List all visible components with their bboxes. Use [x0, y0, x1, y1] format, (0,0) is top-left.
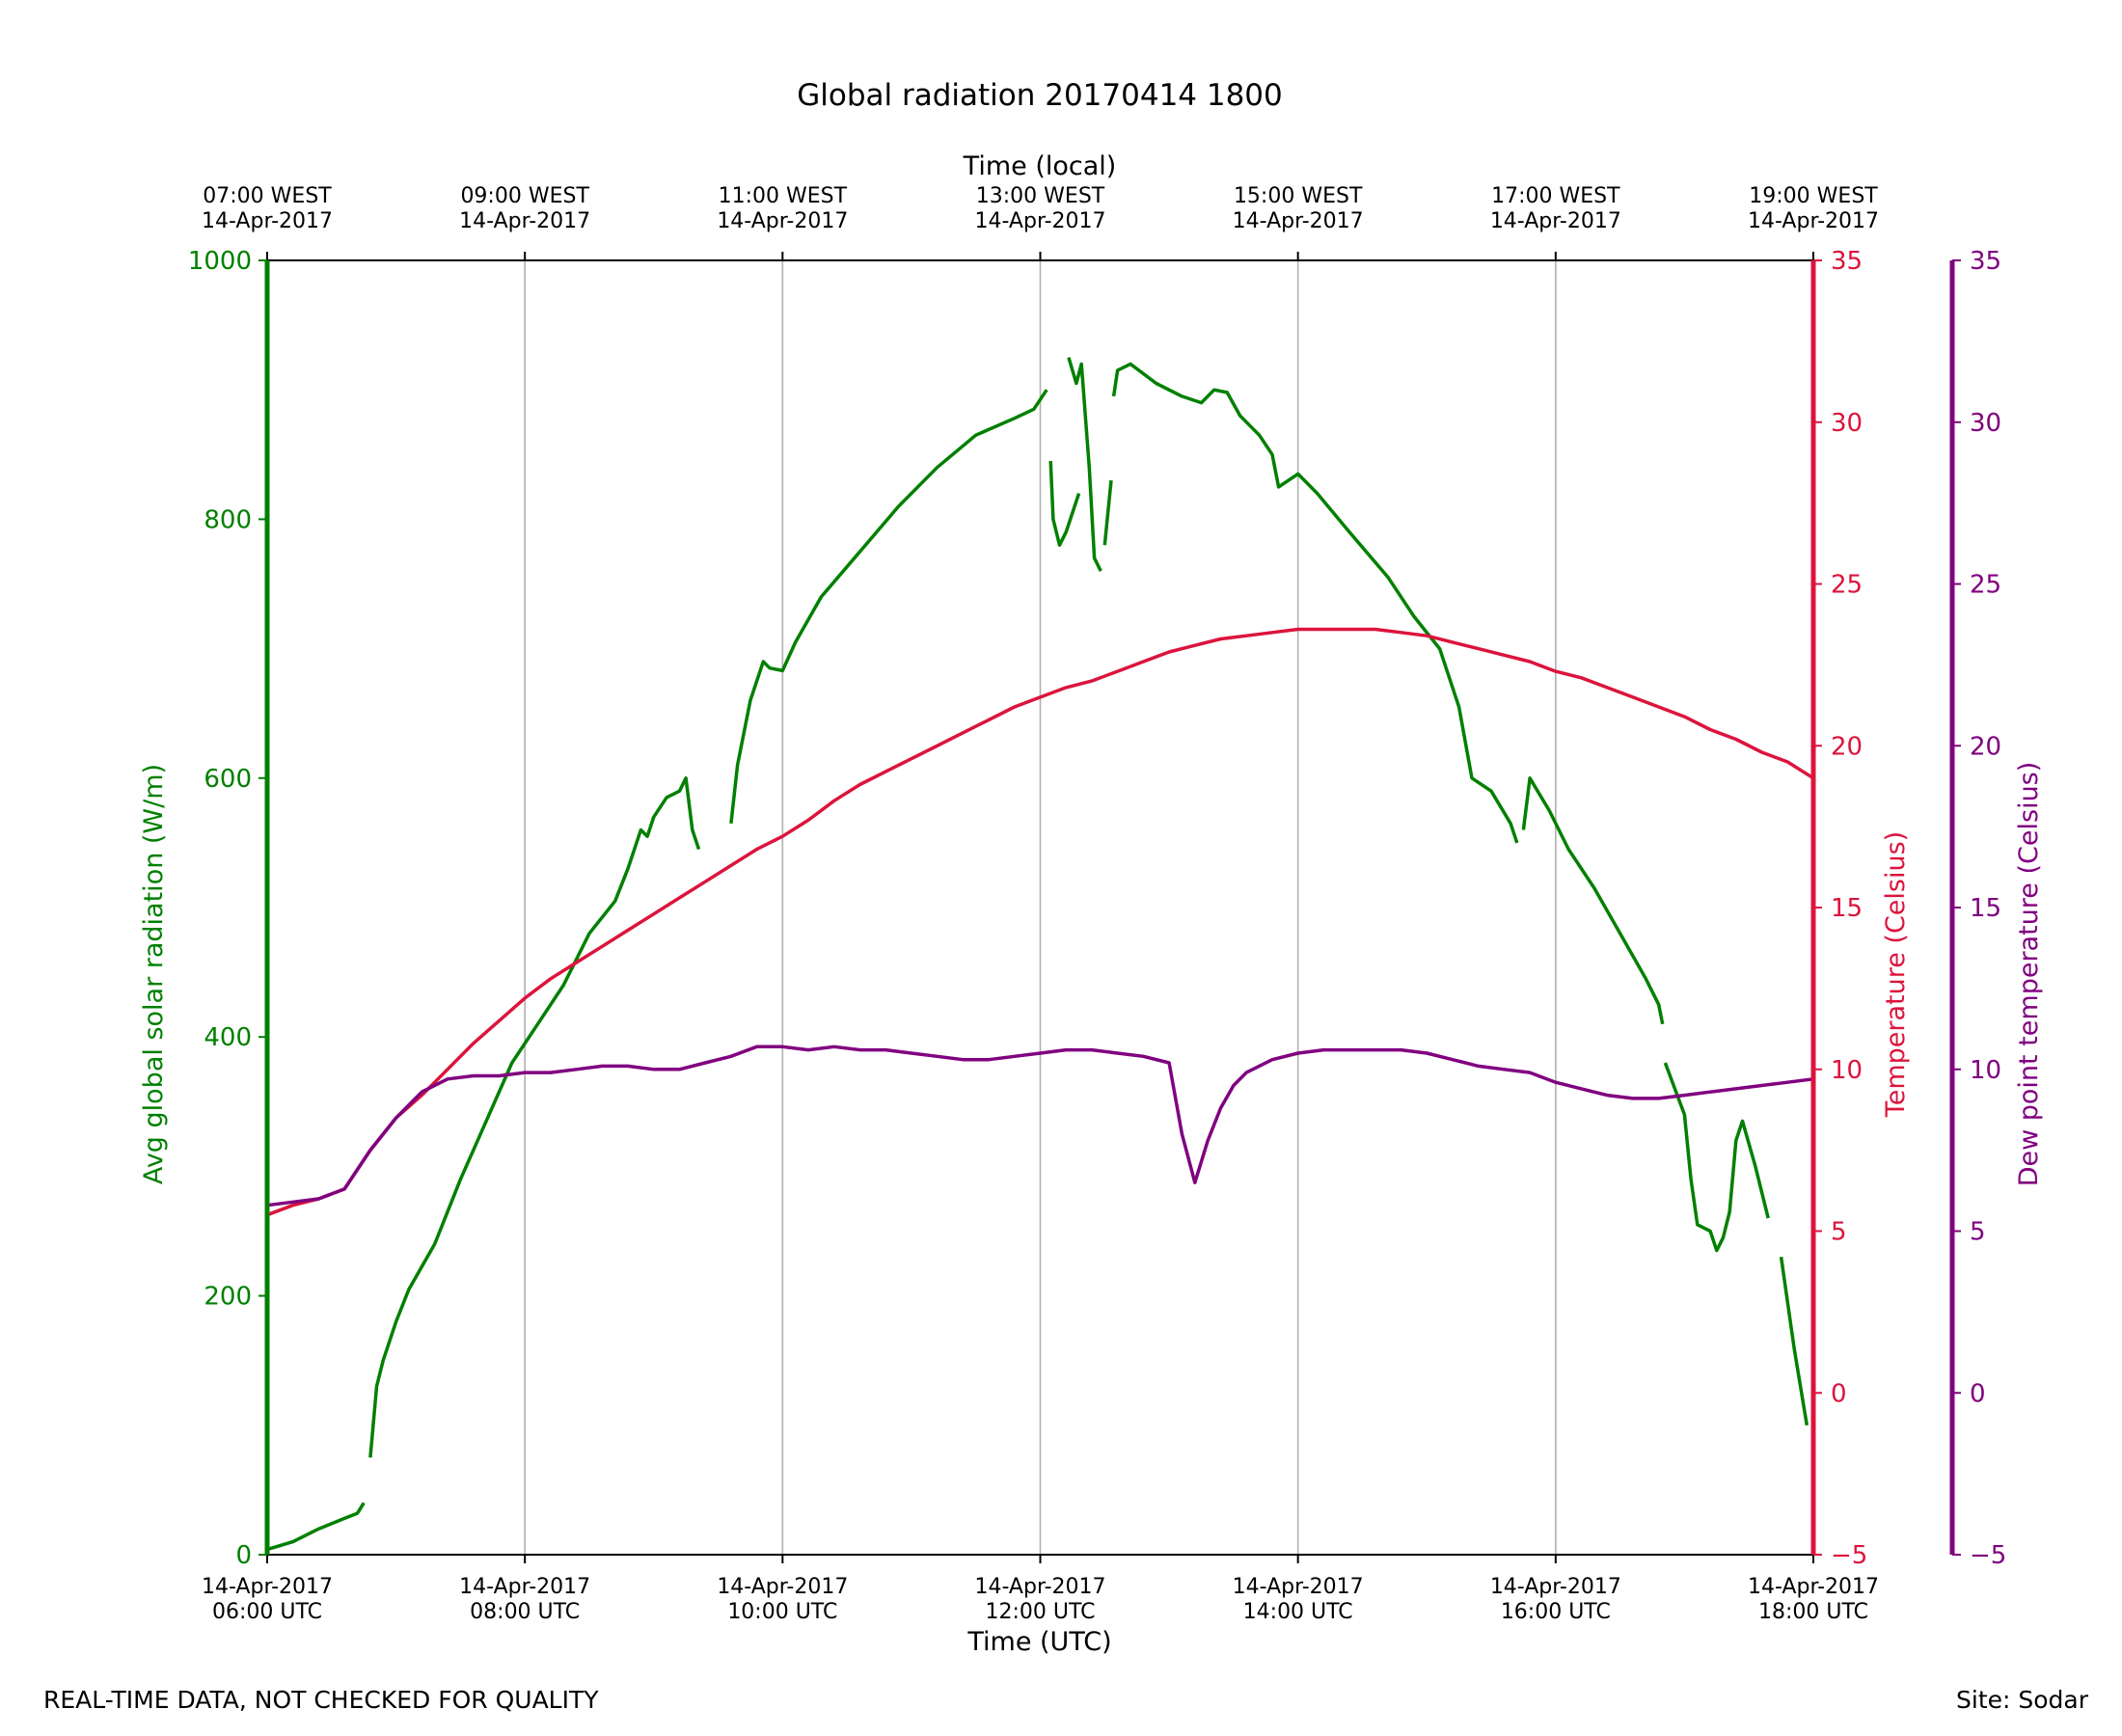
x-top-tick-label-time: 11:00 WEST [719, 184, 848, 208]
y-right2-tick-label: 20 [1970, 732, 2001, 761]
x-tick-label-date: 14-Apr-2017 [974, 1575, 1105, 1599]
radiation-line-segment [1102, 479, 1113, 546]
x-tick-label-date: 14-Apr-2017 [459, 1575, 590, 1599]
x-tick-label-date: 14-Apr-2017 [202, 1575, 333, 1599]
radiation-line-segment [368, 776, 701, 1458]
x-tick-label-time: 12:00 UTC [985, 1600, 1095, 1624]
y-right-tick-label: −5 [1831, 1541, 1867, 1570]
radiation-line-segment [1067, 357, 1102, 572]
x-tick-label-time: 08:00 UTC [470, 1600, 580, 1624]
y-axis-right-label: Temperature (Celsius) [1881, 831, 1911, 1118]
y-left-tick-label: 600 [204, 765, 252, 794]
x-top-tick-label-date: 14-Apr-2017 [1748, 209, 1879, 233]
x-tick-label-date: 14-Apr-2017 [717, 1575, 848, 1599]
y-axis-right2-label: Dew point temperature (Celsius) [2014, 762, 2044, 1187]
y-right-tick-label: 20 [1831, 732, 1863, 761]
y-right2-tick-label: 35 [1970, 247, 2001, 276]
y-right2-tick-label: 5 [1970, 1218, 1986, 1247]
y-right-tick-label: 25 [1831, 571, 1863, 600]
y-right-tick-label: 10 [1831, 1056, 1863, 1085]
x-tick-label-time: 06:00 UTC [212, 1600, 322, 1624]
site-label: Site: Sodar [1956, 1686, 2088, 1714]
plot-series [266, 357, 1814, 1552]
x-tick-label-time: 16:00 UTC [1501, 1600, 1611, 1624]
radiation-line-segment [266, 1502, 366, 1552]
radiation-line-segment [1779, 1257, 1809, 1426]
x-axis-bottom-label: Time (UTC) [966, 1627, 1111, 1657]
x-top-tick-label-time: 19:00 WEST [1749, 184, 1878, 208]
x-tick-label-date: 14-Apr-2017 [1490, 1575, 1621, 1599]
x-tick-label-date: 14-Apr-2017 [1748, 1575, 1879, 1599]
y-right2-tick-label: 10 [1970, 1056, 2001, 1085]
y-left-tick-label: 0 [235, 1541, 252, 1570]
radiation-line-segment [1521, 776, 1665, 1025]
y-right2-tick-label: 15 [1970, 894, 2001, 923]
y-left-tick-label: 800 [204, 505, 252, 534]
y-right-tick-label: 35 [1831, 247, 1863, 276]
x-top-tick-label-date: 14-Apr-2017 [717, 209, 848, 233]
x-top-tick-label-time: 13:00 WEST [976, 184, 1105, 208]
x-tick-label-time: 18:00 UTC [1758, 1600, 1868, 1624]
y-left-tick-label: 200 [204, 1283, 252, 1312]
radiation-line-segment [729, 389, 1048, 824]
y-axis-left-label: Avg global solar radiation (W/m) [139, 764, 169, 1184]
y-right-tick-label: 15 [1831, 894, 1863, 923]
y-right-tick-label: 0 [1831, 1379, 1847, 1408]
x-axis-top-label: Time (local) [963, 151, 1117, 181]
y-right2-tick-label: 0 [1970, 1379, 1986, 1408]
temperature-line-segment [266, 627, 1814, 1217]
x-top-tick-label-time: 07:00 WEST [203, 184, 332, 208]
radiation-line-segment [1048, 460, 1081, 547]
x-tick-label-date: 14-Apr-2017 [1233, 1575, 1364, 1599]
y-right2-tick-label: 25 [1970, 571, 2001, 600]
radiation-line-segment [1663, 1062, 1770, 1253]
x-top-tick-label-date: 14-Apr-2017 [974, 209, 1105, 233]
y-right2-tick-label: 30 [1970, 409, 2001, 438]
y-right-tick-label: 5 [1831, 1218, 1847, 1247]
x-top-tick-label-date: 14-Apr-2017 [202, 209, 333, 233]
quality-disclaimer: REAL-TIME DATA, NOT CHECKED FOR QUALITY [43, 1686, 599, 1714]
x-tick-label-time: 14:00 UTC [1243, 1600, 1353, 1624]
x-top-tick-label-date: 14-Apr-2017 [1233, 209, 1364, 233]
dew-point-line-segment [266, 1044, 1814, 1207]
y-right-tick-label: 30 [1831, 409, 1863, 438]
y-left-tick-label: 400 [204, 1023, 252, 1052]
chart-title: Global radiation 20170414 1800 [797, 78, 1283, 113]
axes [258, 252, 1961, 1563]
x-top-tick-label-date: 14-Apr-2017 [459, 209, 590, 233]
grid-lines [524, 260, 1557, 1555]
x-top-tick-label-date: 14-Apr-2017 [1490, 209, 1621, 233]
x-top-tick-label-time: 15:00 WEST [1234, 184, 1363, 208]
x-top-tick-label-time: 17:00 WEST [1491, 184, 1620, 208]
y-left-tick-label: 1000 [188, 247, 252, 276]
y-right2-tick-label: −5 [1970, 1541, 2006, 1570]
x-top-tick-label-time: 09:00 WEST [460, 184, 589, 208]
x-tick-label-time: 10:00 UTC [727, 1600, 837, 1624]
radiation-line-segment [1111, 362, 1519, 844]
